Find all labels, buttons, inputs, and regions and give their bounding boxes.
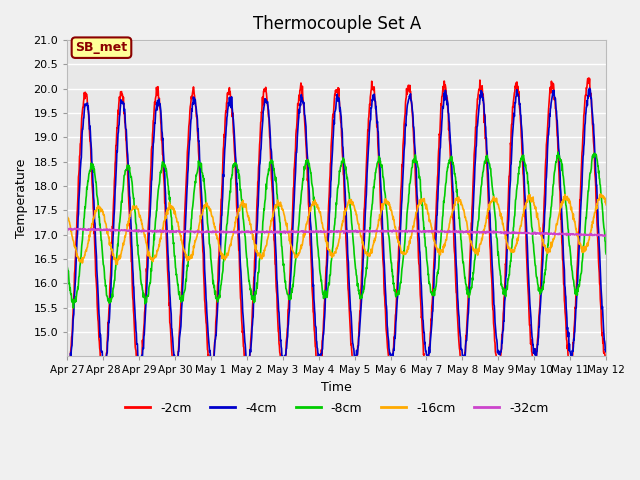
-32cm — [303, 229, 311, 235]
-4cm — [303, 153, 311, 158]
Line: -2cm: -2cm — [67, 78, 606, 379]
Line: -8cm: -8cm — [67, 152, 606, 308]
Legend: -2cm, -4cm, -8cm, -16cm, -32cm: -2cm, -4cm, -8cm, -16cm, -32cm — [120, 396, 554, 420]
Y-axis label: Temperature: Temperature — [15, 158, 28, 238]
-32cm — [106, 227, 113, 233]
-8cm — [63, 264, 71, 270]
-4cm — [292, 150, 300, 156]
-16cm — [371, 239, 378, 245]
-32cm — [371, 228, 378, 234]
-8cm — [292, 249, 300, 255]
-2cm — [106, 301, 113, 307]
-32cm — [63, 226, 71, 231]
-16cm — [63, 214, 71, 219]
-16cm — [303, 218, 311, 224]
-32cm — [313, 229, 321, 235]
Title: Thermocouple Set A: Thermocouple Set A — [253, 15, 421, 33]
-2cm — [99, 376, 107, 382]
-4cm — [602, 349, 610, 355]
-32cm — [601, 233, 609, 239]
-2cm — [585, 75, 593, 81]
-32cm — [602, 232, 610, 238]
Line: -32cm: -32cm — [67, 228, 606, 236]
-16cm — [127, 207, 135, 213]
-2cm — [602, 359, 610, 365]
-8cm — [313, 237, 321, 243]
-8cm — [70, 305, 77, 311]
-4cm — [106, 316, 113, 322]
-8cm — [371, 180, 378, 186]
-4cm — [63, 359, 71, 365]
-16cm — [597, 191, 605, 197]
-16cm — [602, 202, 610, 208]
-16cm — [113, 262, 121, 267]
-2cm — [313, 362, 321, 368]
-8cm — [554, 149, 562, 155]
-8cm — [303, 158, 311, 164]
-4cm — [586, 85, 593, 91]
-8cm — [106, 300, 113, 306]
-32cm — [127, 228, 135, 234]
-8cm — [127, 174, 135, 180]
-4cm — [127, 229, 135, 235]
-2cm — [371, 85, 378, 91]
Line: -4cm: -4cm — [67, 88, 606, 368]
-2cm — [127, 259, 135, 264]
-16cm — [292, 252, 300, 258]
-16cm — [313, 203, 321, 209]
-32cm — [71, 226, 79, 231]
-32cm — [292, 228, 300, 234]
-2cm — [63, 372, 71, 377]
-2cm — [303, 178, 311, 183]
X-axis label: Time: Time — [321, 381, 352, 394]
Text: SB_met: SB_met — [76, 41, 127, 54]
-4cm — [371, 91, 378, 97]
-2cm — [292, 127, 300, 133]
-4cm — [313, 345, 321, 350]
-8cm — [602, 251, 610, 257]
Line: -16cm: -16cm — [67, 194, 606, 264]
-4cm — [64, 365, 72, 371]
-16cm — [105, 234, 113, 240]
